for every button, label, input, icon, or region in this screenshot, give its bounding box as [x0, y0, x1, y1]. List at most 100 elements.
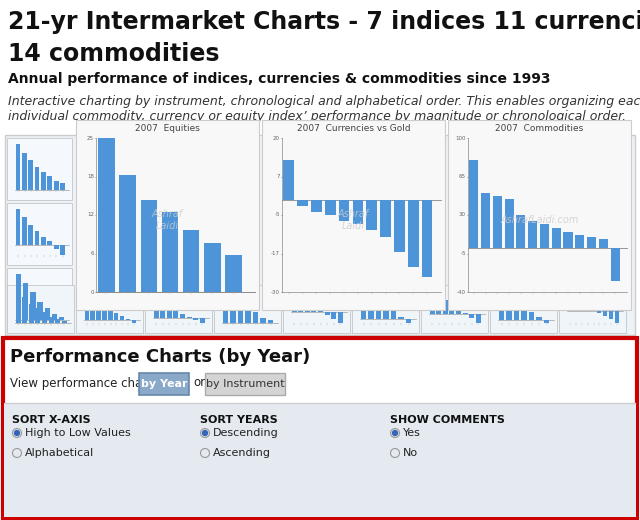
Bar: [298, 296, 303, 313]
Bar: [45, 308, 50, 320]
Text: No: No: [403, 448, 418, 458]
Bar: [62, 321, 67, 323]
Bar: [35, 231, 40, 245]
Bar: [183, 230, 200, 292]
Text: SORT YEARS: SORT YEARS: [200, 415, 278, 425]
FancyBboxPatch shape: [205, 373, 285, 395]
Bar: [47, 176, 52, 190]
Bar: [361, 291, 366, 319]
Text: Annual performance of indices, currencies & commodities since 1993: Annual performance of indices, currencie…: [8, 72, 550, 86]
Bar: [141, 200, 157, 292]
Bar: [552, 228, 561, 248]
Bar: [463, 313, 468, 314]
Bar: [126, 319, 131, 320]
Bar: [214, 285, 281, 333]
Bar: [15, 144, 20, 190]
Bar: [406, 319, 411, 323]
Text: -5: -5: [275, 213, 280, 217]
Bar: [173, 309, 179, 318]
Bar: [339, 200, 349, 221]
Text: High to Low Values: High to Low Values: [25, 428, 131, 438]
Bar: [521, 307, 527, 320]
Bar: [119, 175, 136, 292]
Bar: [504, 199, 514, 248]
Bar: [292, 291, 296, 313]
Text: 18: 18: [87, 174, 94, 179]
Bar: [37, 302, 43, 320]
Text: Ashraf
Laidi: Ashraf Laidi: [152, 209, 183, 231]
Bar: [408, 200, 419, 267]
Bar: [154, 291, 159, 318]
Bar: [540, 224, 549, 248]
Text: 30: 30: [459, 213, 466, 217]
Bar: [35, 167, 40, 190]
Bar: [318, 310, 323, 313]
Bar: [352, 285, 419, 333]
Bar: [260, 318, 266, 323]
Bar: [7, 285, 74, 333]
Text: Yes: Yes: [403, 428, 421, 438]
Bar: [390, 311, 396, 319]
Circle shape: [392, 431, 397, 436]
Bar: [599, 239, 608, 248]
Bar: [7, 268, 72, 330]
Bar: [529, 312, 534, 320]
Bar: [481, 193, 490, 248]
Bar: [28, 225, 33, 245]
Bar: [448, 120, 631, 310]
Text: 14 commodities: 14 commodities: [8, 42, 220, 66]
Bar: [380, 200, 391, 237]
Bar: [506, 296, 512, 320]
Bar: [22, 153, 27, 190]
Bar: [366, 200, 377, 230]
Bar: [22, 217, 27, 245]
Text: 2007  Equities: 2007 Equities: [135, 124, 200, 133]
Bar: [245, 307, 251, 323]
Text: SORT X-AXIS: SORT X-AXIS: [12, 415, 91, 425]
Text: Interactive charting by instrument, chronological and alphabetical order. This e: Interactive charting by instrument, chro…: [8, 95, 640, 108]
Bar: [102, 304, 107, 320]
Bar: [297, 200, 308, 206]
Text: by Instrument: by Instrument: [205, 379, 284, 389]
Bar: [591, 309, 596, 311]
FancyBboxPatch shape: [139, 373, 189, 395]
Text: 2007  Commodities: 2007 Commodities: [495, 124, 584, 133]
Bar: [4, 403, 636, 517]
Bar: [15, 209, 20, 245]
Bar: [573, 296, 578, 311]
Bar: [611, 248, 620, 281]
Bar: [262, 120, 445, 310]
Bar: [223, 291, 228, 323]
Bar: [436, 295, 441, 314]
Bar: [579, 301, 584, 311]
Bar: [514, 302, 519, 320]
Bar: [421, 285, 488, 333]
Bar: [376, 301, 381, 319]
Text: 20: 20: [273, 136, 280, 140]
Bar: [114, 313, 118, 320]
Bar: [200, 318, 205, 323]
Bar: [253, 313, 258, 323]
Text: 2007  Currencies vs Gold: 2007 Currencies vs Gold: [297, 124, 410, 133]
Bar: [15, 291, 20, 323]
Bar: [237, 302, 243, 323]
Bar: [52, 314, 57, 320]
Bar: [59, 317, 65, 320]
Bar: [204, 243, 221, 292]
Bar: [383, 306, 388, 319]
Bar: [162, 212, 179, 292]
Bar: [449, 305, 454, 314]
Bar: [167, 303, 172, 318]
Text: AshrafLaidi.com: AshrafLaidi.com: [500, 215, 579, 225]
Bar: [568, 291, 572, 311]
Bar: [469, 160, 478, 248]
Bar: [29, 304, 34, 323]
Bar: [305, 302, 310, 313]
Bar: [311, 200, 322, 212]
Bar: [563, 231, 573, 248]
Bar: [54, 245, 58, 249]
Text: individual commodity, currency or equity index’ performance by magnitude or chro: individual commodity, currency or equity…: [8, 110, 626, 123]
Bar: [312, 307, 316, 313]
Text: 100: 100: [456, 136, 466, 140]
Text: Alphabetical: Alphabetical: [25, 448, 94, 458]
